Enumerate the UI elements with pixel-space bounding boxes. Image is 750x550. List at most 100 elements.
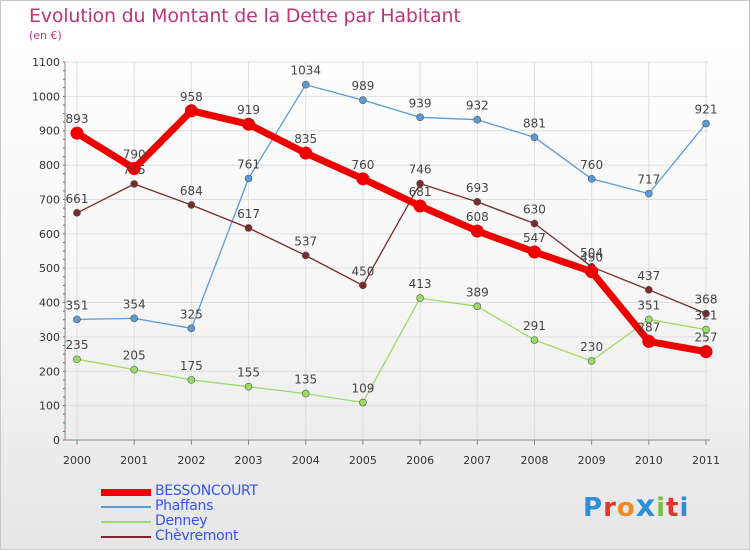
series-bessoncourt-data-label: 257 xyxy=(695,331,718,345)
series-denney-point xyxy=(530,336,539,344)
series-phaffans-data-label: 717 xyxy=(637,173,660,187)
series-chvremont-data-label: 537 xyxy=(294,234,317,248)
series-chvremont-point xyxy=(301,251,310,260)
series-denney-data-label: 205 xyxy=(123,349,146,363)
series-chvremont-data-label: 630 xyxy=(523,203,546,217)
series-bessoncourt-data-label: 681 xyxy=(409,185,432,199)
series-chvremont-point xyxy=(702,309,710,318)
series-phaffans-data-label: 939 xyxy=(409,96,432,110)
series-denney-data-label: 155 xyxy=(237,366,260,380)
series-denney-data-label: 351 xyxy=(637,298,660,312)
series-chvremont-data-label: 693 xyxy=(466,181,489,195)
series-denney-data-label: 235 xyxy=(66,338,89,352)
series-bessoncourt-data-label: 790 xyxy=(123,148,146,162)
series-bessoncourt-point xyxy=(184,104,198,118)
series-bessoncourt-data-label: 760 xyxy=(351,158,374,172)
series-chvremont-point xyxy=(244,224,253,232)
series-phaffans-point xyxy=(130,314,138,323)
series-denney-point xyxy=(587,357,596,365)
series-chvremont-data-label: 617 xyxy=(237,207,260,221)
series-chvremont-point xyxy=(416,179,424,188)
series-bessoncourt-point xyxy=(242,117,256,131)
x-tick-label: 2010 xyxy=(635,454,663,467)
series-chvremont-data-label: 368 xyxy=(695,293,718,307)
series-denney-data-label: 230 xyxy=(580,340,603,354)
series-denney-point xyxy=(244,382,253,391)
y-tick-label: 0 xyxy=(53,434,60,447)
x-tick-label: 2002 xyxy=(177,454,205,467)
legend-label: Phaffans xyxy=(155,498,214,514)
series-phaffans-point xyxy=(473,115,482,124)
series-bessoncourt-point xyxy=(299,146,313,160)
series-bessoncourt-line xyxy=(73,107,710,356)
series-phaffans-data-label: 761 xyxy=(237,157,260,171)
series-chvremont-data-label: 745 xyxy=(123,163,146,177)
series-phaffans-point xyxy=(645,189,653,198)
series-phaffans-data-label: 921 xyxy=(695,103,718,117)
series-phaffans-data-label: 325 xyxy=(180,307,203,321)
x-tick-label: 2009 xyxy=(578,454,606,467)
series-denney-line xyxy=(76,297,707,404)
x-tick-label: 2000 xyxy=(63,454,91,467)
series-phaffans-point xyxy=(301,80,310,89)
x-tick-label: 2011 xyxy=(692,454,720,467)
series-chvremont-point xyxy=(359,281,367,290)
series-chvremont-point xyxy=(187,201,196,209)
series-denney-data-label: 389 xyxy=(466,285,489,299)
legend-swatch xyxy=(101,536,151,538)
series-denney-data-label: 291 xyxy=(523,319,546,333)
series-bessoncourt-point xyxy=(642,334,656,348)
y-tick-label: 400 xyxy=(39,297,60,310)
legend-label: BESSONCOURT xyxy=(155,483,258,499)
series-denney-point xyxy=(645,315,653,324)
series-denney-point xyxy=(359,398,367,407)
series-bessoncourt-data-label: 547 xyxy=(523,231,546,245)
series-denney-point xyxy=(73,355,81,364)
y-tick-label: 1100 xyxy=(32,56,60,69)
x-tick-label: 2001 xyxy=(120,454,148,467)
series-chvremont-line xyxy=(76,182,707,315)
series-phaffans-data-label: 354 xyxy=(123,297,146,311)
series-phaffans-point xyxy=(702,119,710,128)
series-bessoncourt-data-label: 608 xyxy=(466,210,489,224)
series-chvremont-data-label: 746 xyxy=(409,163,432,177)
series-bessoncourt-data-label: 490 xyxy=(580,251,603,265)
series-denney-point xyxy=(301,389,310,398)
series-phaffans-data-label: 1034 xyxy=(290,64,321,78)
y-tick-label: 800 xyxy=(39,159,60,172)
legend-swatch xyxy=(101,506,151,508)
series-denney-data-label: 321 xyxy=(695,309,718,323)
x-tick-label: 2004 xyxy=(292,454,320,467)
y-tick-label: 1000 xyxy=(32,90,60,103)
series-phaffans-data-label: 881 xyxy=(523,116,546,130)
legend-label: Chèvremont xyxy=(155,528,239,544)
y-tick-label: 100 xyxy=(39,400,60,413)
series-bessoncourt-point xyxy=(70,126,84,140)
x-tick-label: 2003 xyxy=(235,454,263,467)
series-bessoncourt-point xyxy=(527,245,541,259)
y-tick-label: 300 xyxy=(39,331,60,344)
legend-label: Denney xyxy=(155,513,208,529)
series-bessoncourt-point xyxy=(585,265,599,279)
series-phaffans-data-label: 760 xyxy=(580,158,603,172)
series-bessoncourt-point xyxy=(413,199,427,213)
proxiti-logo: Proxiti xyxy=(583,489,690,524)
series-phaffans-point xyxy=(187,324,196,333)
x-tick-label: 2008 xyxy=(520,454,548,467)
series-bessoncourt-point xyxy=(699,345,713,359)
series-chvremont-data-label: 661 xyxy=(66,192,89,206)
chart-subtitle: (en €) xyxy=(29,29,62,42)
series-bessoncourt-data-label: 958 xyxy=(180,90,203,104)
series-chvremont-point xyxy=(530,219,539,228)
series-phaffans-line xyxy=(76,84,707,329)
y-tick-label: 200 xyxy=(39,365,60,378)
series-denney-data-label: 109 xyxy=(351,382,374,396)
series-phaffans-data-label: 989 xyxy=(351,79,374,93)
series-denney-point xyxy=(187,376,196,384)
series-denney-point xyxy=(416,294,424,302)
series-phaffans-data-label: 351 xyxy=(66,298,89,312)
series-bessoncourt-point xyxy=(356,172,370,186)
series-chvremont-data-label: 504 xyxy=(580,246,603,260)
